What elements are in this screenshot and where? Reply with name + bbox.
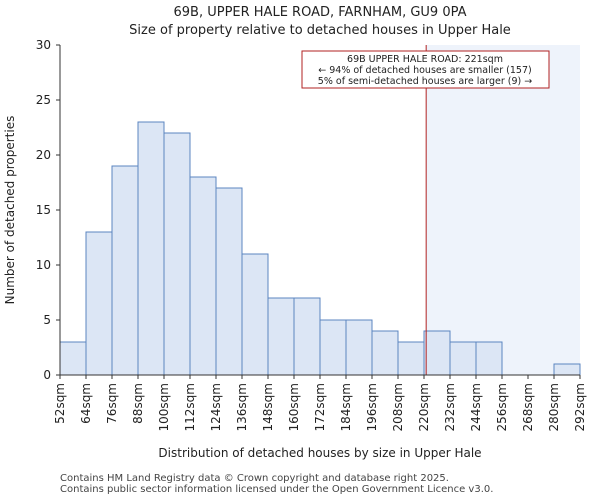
annotation-line-3: 5% of semi-detached houses are larger (9… xyxy=(318,76,532,87)
x-tick-label: 268sqm xyxy=(521,383,535,431)
y-tick-label: 15 xyxy=(36,203,51,217)
y-tick-label: 10 xyxy=(36,258,51,272)
x-tick-label: 196sqm xyxy=(365,383,379,431)
y-tick-label: 30 xyxy=(36,38,51,52)
histogram-bar xyxy=(553,363,581,376)
y-tick-label: 25 xyxy=(36,93,51,107)
histogram-bar xyxy=(59,341,87,376)
histogram-bar xyxy=(215,187,243,376)
histogram-bar xyxy=(241,253,269,376)
x-tick-label: 292sqm xyxy=(573,383,587,431)
histogram-bar xyxy=(319,319,347,376)
histogram-bar xyxy=(267,297,295,376)
y-tick-label: 5 xyxy=(43,313,51,327)
annotation-box: 69B UPPER HALE ROAD: 221sqm ← 94% of det… xyxy=(301,50,550,89)
x-tick-label: 52sqm xyxy=(53,383,67,424)
x-tick-label: 100sqm xyxy=(157,383,171,431)
x-tick-label: 172sqm xyxy=(313,383,327,431)
histogram-bar xyxy=(137,121,165,376)
x-tick-label: 88sqm xyxy=(131,383,145,424)
histogram-bar xyxy=(449,341,477,376)
footer-licence: Contains public sector information licen… xyxy=(60,484,494,495)
x-tick-label: 232sqm xyxy=(443,383,457,431)
histogram-bar xyxy=(163,132,191,376)
bars-layer xyxy=(59,121,581,376)
x-tick-label: 184sqm xyxy=(339,383,353,431)
x-tick-label: 76sqm xyxy=(105,383,119,424)
annotation-line-2: ← 94% of detached houses are smaller (15… xyxy=(318,65,531,76)
x-tick-label: 244sqm xyxy=(469,383,483,431)
histogram-bar xyxy=(85,231,113,376)
x-tick-label: 124sqm xyxy=(209,383,223,431)
histogram-bar xyxy=(423,330,451,376)
x-tick-label: 136sqm xyxy=(235,383,249,431)
y-tick-label: 0 xyxy=(43,368,51,382)
footer-copyright: Contains HM Land Registry data © Crown c… xyxy=(60,473,449,484)
histogram-bar xyxy=(371,330,399,376)
histogram-bar xyxy=(111,165,139,376)
x-tick-label: 280sqm xyxy=(547,383,561,431)
x-tick-label: 64sqm xyxy=(79,383,93,424)
x-tick-label: 112sqm xyxy=(183,383,197,431)
histogram-bar xyxy=(345,319,373,376)
histogram-bar xyxy=(475,341,503,376)
axes: 0 5 10 15 20 25 30 52sqm 64sqm 76sqm 88sqm 100sqm 11… xyxy=(36,38,587,431)
histogram-bar xyxy=(397,341,425,376)
histogram-bar xyxy=(189,176,217,376)
y-tick-label: 20 xyxy=(36,148,51,162)
chart-subtitle: Size of property relative to detached ho… xyxy=(129,23,511,38)
x-tick-label: 220sqm xyxy=(417,383,431,431)
highlight-region xyxy=(426,45,580,375)
y-axis-label: Number of detached properties xyxy=(3,116,17,305)
x-axis-label: Distribution of detached houses by size … xyxy=(158,446,481,460)
x-tick-label: 148sqm xyxy=(261,383,275,431)
chart-title: 69B, UPPER HALE ROAD, FARNHAM, GU9 0PA xyxy=(173,5,466,20)
x-tick-label: 208sqm xyxy=(391,383,405,431)
x-tick-label: 160sqm xyxy=(287,383,301,431)
x-tick-label: 256sqm xyxy=(495,383,509,431)
annotation-border xyxy=(301,50,550,89)
annotation-line-1: 69B UPPER HALE ROAD: 221sqm xyxy=(347,54,503,65)
histogram-bar xyxy=(293,297,321,376)
